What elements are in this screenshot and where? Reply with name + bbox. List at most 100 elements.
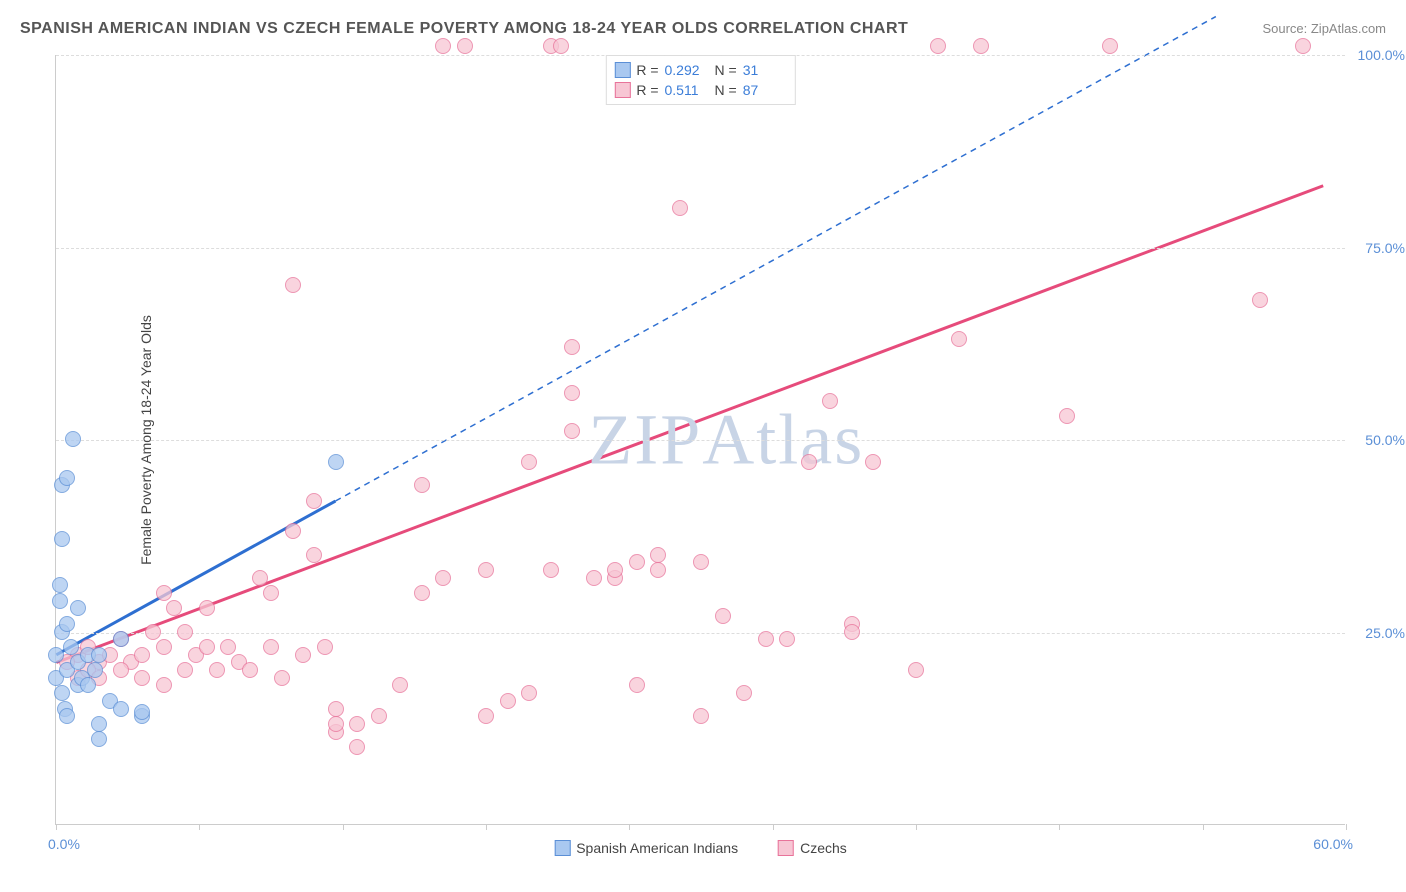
x-tick xyxy=(343,824,344,830)
correlation-stats-box: R =0.292N =31R =0.511N =87 xyxy=(605,55,795,105)
gridline xyxy=(56,55,1345,56)
data-point xyxy=(371,708,387,724)
legend-item: Czechs xyxy=(778,840,847,856)
data-point xyxy=(59,616,75,632)
data-point xyxy=(478,562,494,578)
data-point xyxy=(199,600,215,616)
data-point xyxy=(252,570,268,586)
data-point xyxy=(930,38,946,54)
data-point xyxy=(564,339,580,355)
data-point xyxy=(91,731,107,747)
data-point xyxy=(134,670,150,686)
data-point xyxy=(328,716,344,732)
data-point xyxy=(199,639,215,655)
data-point xyxy=(844,624,860,640)
data-point xyxy=(1252,292,1268,308)
data-point xyxy=(177,662,193,678)
legend-label: Czechs xyxy=(800,840,847,856)
gridline xyxy=(56,248,1345,249)
data-point xyxy=(822,393,838,409)
data-point xyxy=(263,639,279,655)
legend-swatch xyxy=(614,62,630,78)
data-point xyxy=(317,639,333,655)
data-point xyxy=(274,670,290,686)
data-point xyxy=(54,685,70,701)
stat-n-value: 31 xyxy=(743,62,787,78)
data-point xyxy=(87,662,103,678)
data-point xyxy=(52,577,68,593)
scatter-chart: Female Poverty Among 18-24 Year Olds ZIP… xyxy=(55,55,1345,825)
data-point xyxy=(242,662,258,678)
data-point xyxy=(63,639,79,655)
y-tick-label: 25.0% xyxy=(1365,625,1405,641)
x-tick xyxy=(773,824,774,830)
data-point xyxy=(306,547,322,563)
x-tick xyxy=(56,824,57,830)
chart-title: SPANISH AMERICAN INDIAN VS CZECH FEMALE … xyxy=(20,20,908,38)
data-point xyxy=(543,562,559,578)
stat-r-label: R = xyxy=(636,82,658,98)
data-point xyxy=(1102,38,1118,54)
data-point xyxy=(951,331,967,347)
data-point xyxy=(52,593,68,609)
data-point xyxy=(70,600,86,616)
series-legend: Spanish American Indians Czechs xyxy=(554,840,847,856)
data-point xyxy=(478,708,494,724)
data-point xyxy=(414,477,430,493)
data-point xyxy=(801,454,817,470)
data-point xyxy=(145,624,161,640)
data-point xyxy=(59,470,75,486)
stat-n-label: N = xyxy=(715,62,737,78)
data-point xyxy=(65,431,81,447)
legend-swatch xyxy=(614,82,630,98)
data-point xyxy=(156,677,172,693)
data-point xyxy=(156,639,172,655)
stats-row: R =0.292N =31 xyxy=(614,60,786,80)
data-point xyxy=(586,570,602,586)
x-tick xyxy=(916,824,917,830)
data-point xyxy=(306,493,322,509)
data-point xyxy=(392,677,408,693)
data-point xyxy=(1059,408,1075,424)
legend-swatch xyxy=(778,840,794,856)
data-point xyxy=(500,693,516,709)
data-point xyxy=(908,662,924,678)
data-point xyxy=(134,704,150,720)
data-point xyxy=(59,708,75,724)
data-point xyxy=(607,562,623,578)
data-point xyxy=(693,708,709,724)
data-point xyxy=(349,739,365,755)
data-point xyxy=(113,662,129,678)
data-point xyxy=(457,38,473,54)
data-point xyxy=(693,554,709,570)
data-point xyxy=(435,38,451,54)
data-point xyxy=(54,531,70,547)
gridline xyxy=(56,440,1345,441)
y-tick-label: 50.0% xyxy=(1365,432,1405,448)
legend-label: Spanish American Indians xyxy=(576,840,738,856)
data-point xyxy=(91,716,107,732)
data-point xyxy=(973,38,989,54)
data-point xyxy=(672,200,688,216)
chart-source: Source: ZipAtlas.com xyxy=(1262,21,1386,36)
data-point xyxy=(113,701,129,717)
legend-swatch xyxy=(554,840,570,856)
x-tick xyxy=(629,824,630,830)
data-point xyxy=(263,585,279,601)
data-point xyxy=(349,716,365,732)
data-point xyxy=(166,600,182,616)
data-point xyxy=(564,385,580,401)
legend-item: Spanish American Indians xyxy=(554,840,738,856)
x-origin-label: 0.0% xyxy=(48,836,80,852)
data-point xyxy=(758,631,774,647)
x-tick xyxy=(199,824,200,830)
stat-r-value: 0.511 xyxy=(665,82,709,98)
x-max-label: 60.0% xyxy=(1313,836,1353,852)
data-point xyxy=(414,585,430,601)
data-point xyxy=(285,523,301,539)
data-point xyxy=(48,647,64,663)
x-tick xyxy=(486,824,487,830)
stats-row: R =0.511N =87 xyxy=(614,80,786,100)
data-point xyxy=(779,631,795,647)
data-point xyxy=(736,685,752,701)
